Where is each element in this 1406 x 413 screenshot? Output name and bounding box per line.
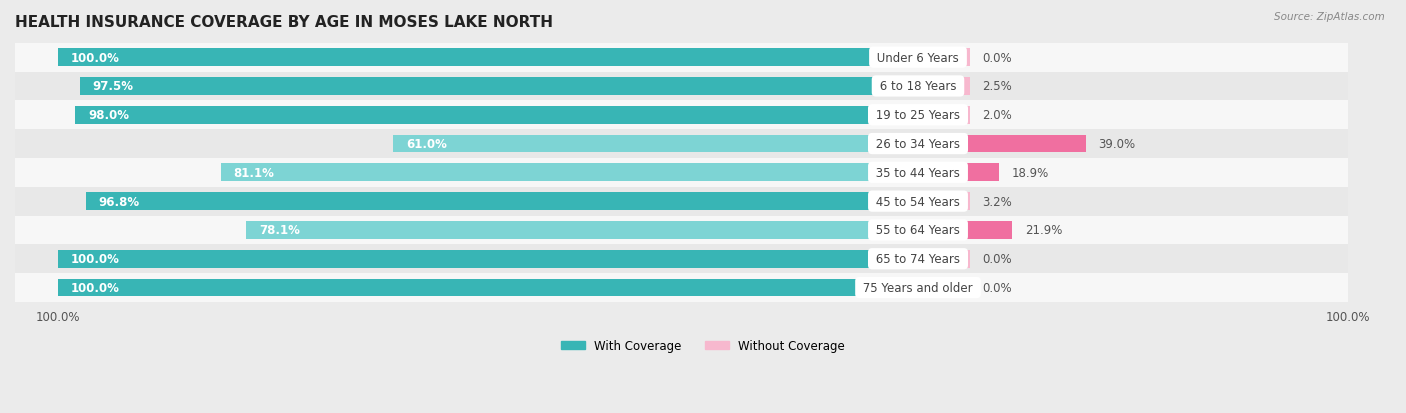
Text: 81.1%: 81.1% <box>233 166 274 179</box>
Text: 75 Years and older: 75 Years and older <box>859 281 977 294</box>
Bar <box>918 221 1012 239</box>
Text: 35 to 44 Years: 35 to 44 Years <box>872 166 963 179</box>
Text: 65 to 74 Years: 65 to 74 Years <box>872 253 965 266</box>
Text: 98.0%: 98.0% <box>89 109 129 122</box>
Text: 21.9%: 21.9% <box>1025 224 1063 237</box>
Text: 18.9%: 18.9% <box>1012 166 1049 179</box>
Bar <box>80 78 918 96</box>
Text: 100.0%: 100.0% <box>70 281 120 294</box>
Bar <box>221 164 918 182</box>
Bar <box>86 193 918 211</box>
Bar <box>918 78 970 96</box>
Text: Source: ZipAtlas.com: Source: ZipAtlas.com <box>1274 12 1385 22</box>
Text: 100.0%: 100.0% <box>70 253 120 266</box>
Bar <box>918 250 970 268</box>
Bar <box>15 130 1348 159</box>
Bar <box>15 187 1348 216</box>
Bar <box>15 159 1348 187</box>
Text: 97.5%: 97.5% <box>93 80 134 93</box>
Bar <box>918 49 970 67</box>
Text: 0.0%: 0.0% <box>983 52 1012 64</box>
Text: 45 to 54 Years: 45 to 54 Years <box>872 195 963 208</box>
Text: 96.8%: 96.8% <box>98 195 139 208</box>
Bar <box>75 107 918 124</box>
Bar <box>918 279 970 297</box>
Bar <box>15 245 1348 273</box>
Text: 39.0%: 39.0% <box>1098 138 1136 151</box>
Bar <box>15 216 1348 245</box>
Text: 19 to 25 Years: 19 to 25 Years <box>872 109 965 122</box>
Bar <box>15 273 1348 302</box>
Bar <box>918 107 970 124</box>
Text: 2.5%: 2.5% <box>983 80 1012 93</box>
Text: HEALTH INSURANCE COVERAGE BY AGE IN MOSES LAKE NORTH: HEALTH INSURANCE COVERAGE BY AGE IN MOSE… <box>15 15 553 30</box>
Bar <box>918 193 970 211</box>
Text: 100.0%: 100.0% <box>70 52 120 64</box>
Text: 0.0%: 0.0% <box>983 253 1012 266</box>
Text: 61.0%: 61.0% <box>406 138 447 151</box>
Bar <box>918 164 1000 182</box>
Bar <box>58 279 918 297</box>
Text: 6 to 18 Years: 6 to 18 Years <box>876 80 960 93</box>
Bar <box>15 101 1348 130</box>
Bar <box>918 135 1085 153</box>
Bar <box>58 49 918 67</box>
Bar <box>246 221 918 239</box>
Text: 2.0%: 2.0% <box>983 109 1012 122</box>
Bar <box>15 72 1348 101</box>
Text: 0.0%: 0.0% <box>983 281 1012 294</box>
Text: 55 to 64 Years: 55 to 64 Years <box>872 224 963 237</box>
Bar <box>58 250 918 268</box>
Text: 26 to 34 Years: 26 to 34 Years <box>872 138 965 151</box>
Text: Under 6 Years: Under 6 Years <box>873 52 963 64</box>
Text: 78.1%: 78.1% <box>259 224 299 237</box>
Legend: With Coverage, Without Coverage: With Coverage, Without Coverage <box>557 335 849 357</box>
Text: 3.2%: 3.2% <box>983 195 1012 208</box>
Bar <box>15 44 1348 72</box>
Bar <box>394 135 918 153</box>
